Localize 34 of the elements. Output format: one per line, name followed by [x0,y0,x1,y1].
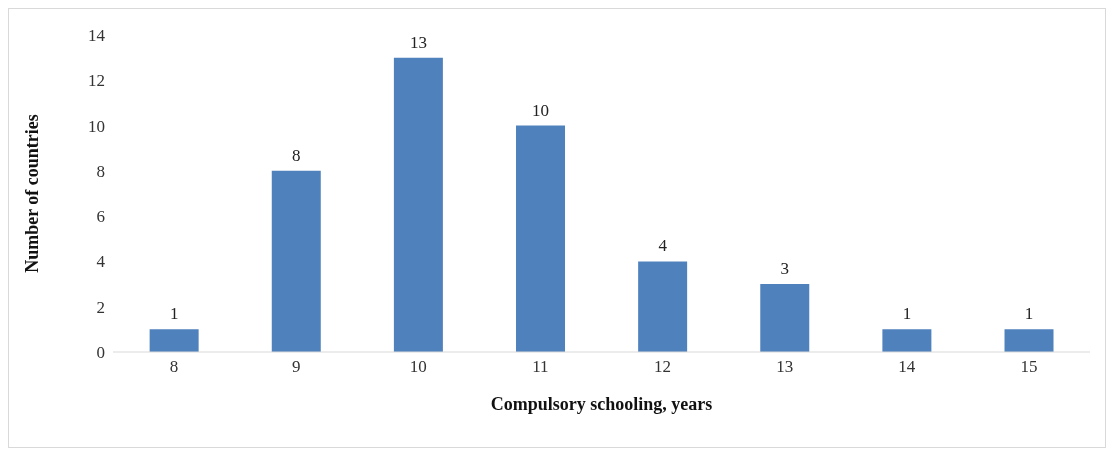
data-label: 3 [780,259,790,279]
x-axis-title: Compulsory schooling, years [490,394,713,414]
data-label: 1 [1024,304,1034,324]
y-tick-label: 6 [96,207,105,227]
data-label: 1 [169,304,179,324]
x-tick-label: 11 [532,357,549,377]
bar [638,261,688,352]
y-tick-label: 10 [88,116,105,136]
bar [760,284,810,352]
data-label: 8 [292,145,301,165]
x-tick-label: 15 [1020,357,1038,377]
bar [271,170,321,352]
x-tick-label: 13 [776,357,794,377]
bar [1004,329,1054,352]
y-tick-label: 8 [96,161,105,181]
x-tick-label: 9 [291,357,301,377]
y-tick-label: 2 [96,297,105,317]
x-tick-label: 10 [409,357,427,377]
bar [882,329,932,352]
x-tick-label: 12 [654,357,672,377]
bar [516,125,566,352]
bar [149,329,199,352]
y-tick-label: 0 [96,343,105,363]
data-label: 4 [658,236,668,256]
data-label: 13 [409,32,427,52]
y-tick-label: 14 [88,26,106,46]
x-tick-label: 14 [898,357,916,377]
x-tick-label: 8 [169,357,179,377]
bar [393,57,443,352]
y-axis-title: Number of countries [22,114,43,273]
y-tick-label: 12 [88,71,105,91]
y-tick-label: 4 [96,252,106,272]
data-label: 10 [532,100,550,120]
data-label: 1 [902,304,912,324]
